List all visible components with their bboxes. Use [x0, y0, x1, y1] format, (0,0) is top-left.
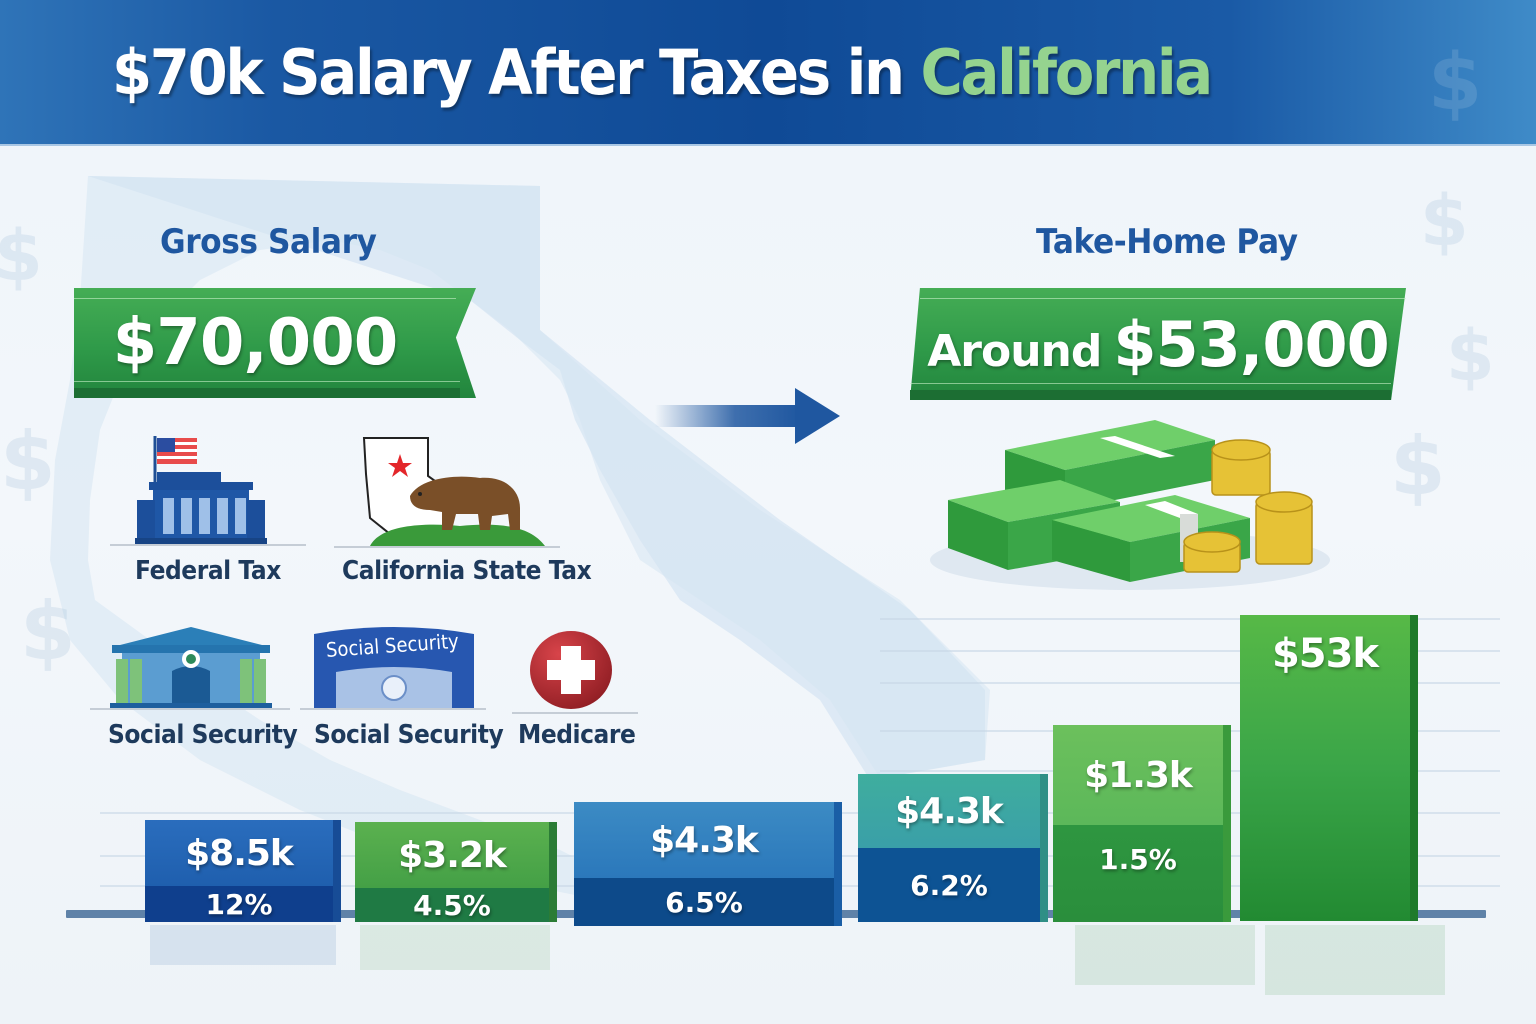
bar-amount: $1.3k	[1084, 754, 1193, 796]
bar-social-security-2: $4.3k 6.2%	[858, 774, 1048, 922]
money-stacks-coins-icon	[930, 420, 1330, 590]
divider-line	[512, 712, 638, 714]
social-security-building-icon	[110, 627, 272, 710]
bar-percent: 1.5%	[1099, 843, 1177, 876]
dollar-sign-icon: $	[1420, 180, 1469, 262]
bar-take-home: $53k	[1240, 615, 1418, 921]
federal-tax-label: Federal Tax	[135, 556, 281, 586]
dollar-sign-icon: $	[0, 215, 43, 297]
dollar-sign-icon: $	[1446, 315, 1495, 397]
bar-reflection	[150, 925, 336, 965]
gridline	[880, 650, 1500, 652]
social-security-label-1: Social Security	[108, 720, 298, 750]
take-home-heading: Take-Home Pay	[1036, 222, 1298, 262]
title-banner: $70k Salary After Taxes in California $	[0, 0, 1536, 146]
bar-percent: 12%	[205, 887, 273, 921]
bar-social-security: $4.3k 6.5%	[574, 802, 842, 926]
medicare-cross-icon	[530, 631, 612, 709]
bar-amount: $4.3k	[650, 819, 759, 861]
social-security-label-2: Social Security	[314, 720, 504, 750]
medicare-label: Medicare	[518, 720, 636, 750]
take-home-banner: Around $53,000	[910, 288, 1406, 400]
gross-salary-value: $70,000	[112, 306, 398, 380]
california-bear-flag-icon	[362, 437, 545, 546]
take-home-prefix: Around	[927, 325, 1102, 377]
dollar-sign-icon: $	[0, 415, 56, 508]
divider-line	[110, 544, 306, 546]
bar-amount: $3.2k	[398, 834, 507, 876]
bar-percent: 6.2%	[910, 868, 988, 902]
divider-line	[334, 546, 560, 548]
bar-amount: $4.3k	[895, 790, 1004, 832]
bar-amount: $53k	[1271, 631, 1379, 677]
gridline	[880, 618, 1500, 620]
page-title: $70k Salary After Taxes in California	[112, 36, 1213, 109]
california-map-silhouette	[50, 176, 990, 900]
dollar-sign-icon: $	[1390, 420, 1446, 513]
take-home-value: $53,000	[1113, 307, 1389, 381]
bar-amount: $8.5k	[185, 832, 294, 874]
arrow-right-icon	[655, 388, 840, 444]
california-state-tax-label: California State Tax	[342, 556, 592, 586]
gridline	[880, 682, 1500, 684]
bar-federal: $8.5k 12%	[145, 820, 341, 922]
bar-reflection	[360, 925, 550, 970]
divider-line	[300, 708, 486, 710]
dollar-sign-icon: $	[20, 585, 76, 678]
gross-salary-heading: Gross Salary	[160, 222, 377, 262]
divider-line	[90, 708, 290, 710]
gross-salary-banner: $70,000	[74, 288, 476, 398]
bar-state: $3.2k 4.5%	[355, 822, 557, 922]
title-accent: California	[920, 36, 1213, 109]
social-security-sign-icon: Social Security	[314, 626, 474, 708]
bar-reflection	[1075, 925, 1255, 985]
bar-reflection	[1265, 925, 1445, 995]
bar-medicare: $1.3k 1.5%	[1053, 725, 1231, 922]
bar-percent: 6.5%	[665, 885, 743, 919]
bar-percent: 4.5%	[413, 888, 491, 922]
title-main: $70k Salary After Taxes in	[112, 36, 921, 109]
federal-building-flag-icon	[135, 436, 267, 544]
dollar-sign-icon: $	[1428, 38, 1483, 128]
